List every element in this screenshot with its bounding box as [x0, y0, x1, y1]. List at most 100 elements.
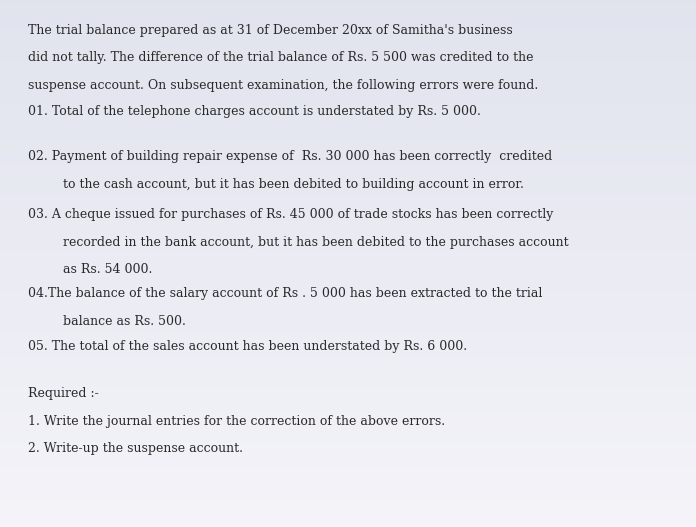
Bar: [0, 513, 696, 516]
Bar: [0, 500, 696, 503]
Bar: [0, 97, 696, 100]
Bar: [0, 234, 696, 237]
Bar: [0, 469, 696, 472]
Bar: [0, 76, 696, 79]
Bar: [0, 347, 696, 350]
Bar: [0, 250, 696, 253]
Bar: [0, 276, 696, 279]
Bar: [0, 434, 696, 437]
Bar: [0, 445, 696, 448]
Bar: [0, 331, 696, 335]
Text: 01. Total of the telephone charges account is understated by Rs. 5 000.: 01. Total of the telephone charges accou…: [28, 105, 481, 119]
Bar: [0, 374, 696, 377]
Bar: [0, 289, 696, 292]
Bar: [0, 226, 696, 229]
Bar: [0, 142, 696, 145]
Text: suspense account. On subsequent examination, the following errors were found.: suspense account. On subsequent examinat…: [28, 79, 538, 92]
Bar: [0, 160, 696, 163]
Bar: [0, 242, 696, 245]
Bar: [0, 144, 696, 148]
Bar: [0, 28, 696, 32]
Text: did not tally. The difference of the trial balance of Rs. 5 500 was credited to : did not tally. The difference of the tri…: [28, 51, 533, 64]
Text: recorded in the bank account, but it has been debited to the purchases account: recorded in the bank account, but it has…: [63, 236, 568, 249]
Bar: [0, 461, 696, 464]
Bar: [0, 21, 696, 24]
Bar: [0, 60, 696, 63]
Bar: [0, 368, 696, 372]
Bar: [0, 231, 696, 235]
Bar: [0, 213, 696, 216]
Text: 05. The total of the sales account has been understated by Rs. 6 000.: 05. The total of the sales account has b…: [28, 340, 467, 353]
Bar: [0, 366, 696, 369]
Bar: [0, 229, 696, 232]
Bar: [0, 511, 696, 514]
Bar: [0, 424, 696, 427]
Bar: [0, 208, 696, 211]
Bar: [0, 389, 696, 393]
Bar: [0, 395, 696, 398]
Text: 2. Write-up the suspense account.: 2. Write-up the suspense account.: [28, 442, 243, 455]
Bar: [0, 463, 696, 466]
Text: as Rs. 54 000.: as Rs. 54 000.: [63, 263, 152, 276]
Bar: [0, 442, 696, 445]
Bar: [0, 492, 696, 495]
Bar: [0, 23, 696, 26]
Bar: [0, 384, 696, 387]
Bar: [0, 484, 696, 487]
Bar: [0, 266, 696, 269]
Bar: [0, 108, 696, 111]
Bar: [0, 466, 696, 469]
Bar: [0, 497, 696, 501]
Bar: [0, 7, 696, 11]
Bar: [0, 305, 696, 308]
Bar: [0, 123, 696, 126]
Bar: [0, 376, 696, 379]
Bar: [0, 94, 696, 97]
Bar: [0, 432, 696, 435]
Bar: [0, 271, 696, 274]
Bar: [0, 131, 696, 134]
Bar: [0, 92, 696, 95]
Bar: [0, 255, 696, 258]
Bar: [0, 36, 696, 40]
Bar: [0, 173, 696, 177]
Bar: [0, 68, 696, 71]
Bar: [0, 405, 696, 408]
Bar: [0, 408, 696, 411]
Bar: [0, 184, 696, 187]
Bar: [0, 202, 696, 206]
Bar: [0, 252, 696, 256]
Bar: [0, 353, 696, 356]
Bar: [0, 508, 696, 511]
Bar: [0, 84, 696, 87]
Bar: [0, 397, 696, 401]
Bar: [0, 57, 696, 61]
Bar: [0, 519, 696, 522]
Bar: [0, 134, 696, 137]
Bar: [0, 258, 696, 261]
Bar: [0, 86, 696, 90]
Bar: [0, 5, 696, 8]
Bar: [0, 292, 696, 295]
Bar: [0, 105, 696, 108]
Bar: [0, 400, 696, 403]
Bar: [0, 450, 696, 453]
Bar: [0, 371, 696, 374]
Bar: [0, 181, 696, 184]
Bar: [0, 479, 696, 482]
Bar: [0, 110, 696, 113]
Bar: [0, 205, 696, 208]
Bar: [0, 360, 696, 364]
Bar: [0, 168, 696, 171]
Bar: [0, 326, 696, 329]
Bar: [0, 300, 696, 303]
Bar: [0, 221, 696, 224]
Text: Required :-: Required :-: [28, 387, 99, 401]
Bar: [0, 403, 696, 406]
Bar: [0, 495, 696, 498]
Bar: [0, 89, 696, 92]
Bar: [0, 155, 696, 158]
Bar: [0, 136, 696, 140]
Bar: [0, 453, 696, 456]
Bar: [0, 42, 696, 45]
